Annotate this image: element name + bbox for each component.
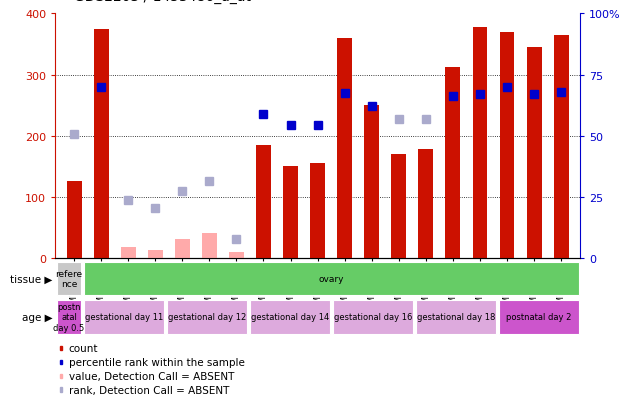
Bar [554, 36, 569, 258]
Bar [60, 387, 62, 392]
Text: count: count [69, 343, 98, 353]
Bar [364, 106, 379, 258]
Bar [527, 48, 542, 258]
Bar [56, 263, 81, 295]
Text: gestational day 12: gestational day 12 [168, 313, 246, 322]
Text: refere
nce: refere nce [55, 269, 83, 289]
Bar [333, 300, 413, 334]
Text: postn
atal
day 0.5: postn atal day 0.5 [53, 302, 85, 332]
Bar [250, 300, 330, 334]
Text: GDS2203 / 1453486_a_at: GDS2203 / 1453486_a_at [74, 0, 251, 4]
Text: postnatal day 2: postnatal day 2 [506, 313, 571, 322]
Bar [419, 150, 433, 258]
Bar [60, 360, 62, 364]
Bar [499, 300, 579, 334]
Text: tissue ▶: tissue ▶ [10, 274, 52, 284]
Bar [148, 251, 163, 258]
Text: gestational day 11: gestational day 11 [85, 313, 163, 322]
Bar [392, 154, 406, 258]
Text: rank, Detection Call = ABSENT: rank, Detection Call = ABSENT [69, 385, 229, 394]
Bar [56, 300, 81, 334]
Text: value, Detection Call = ABSENT: value, Detection Call = ABSENT [69, 371, 234, 381]
Bar [121, 247, 136, 258]
Bar [310, 164, 325, 258]
Bar [499, 33, 515, 258]
Bar [283, 167, 298, 258]
Bar [94, 30, 108, 258]
Bar [416, 300, 496, 334]
Bar [84, 300, 164, 334]
Text: gestational day 16: gestational day 16 [334, 313, 412, 322]
Bar [256, 145, 271, 258]
Bar [472, 28, 487, 258]
Text: percentile rank within the sample: percentile rank within the sample [69, 357, 245, 367]
Bar [445, 68, 460, 258]
Bar [60, 346, 62, 350]
Bar [175, 240, 190, 258]
Bar [337, 39, 352, 258]
Text: age ▶: age ▶ [22, 312, 52, 322]
Text: ovary: ovary [319, 275, 344, 283]
Bar [60, 374, 62, 378]
Text: gestational day 18: gestational day 18 [417, 313, 495, 322]
Text: gestational day 14: gestational day 14 [251, 313, 329, 322]
Bar [202, 234, 217, 258]
Bar [67, 182, 81, 258]
Bar [167, 300, 247, 334]
Bar [229, 252, 244, 258]
